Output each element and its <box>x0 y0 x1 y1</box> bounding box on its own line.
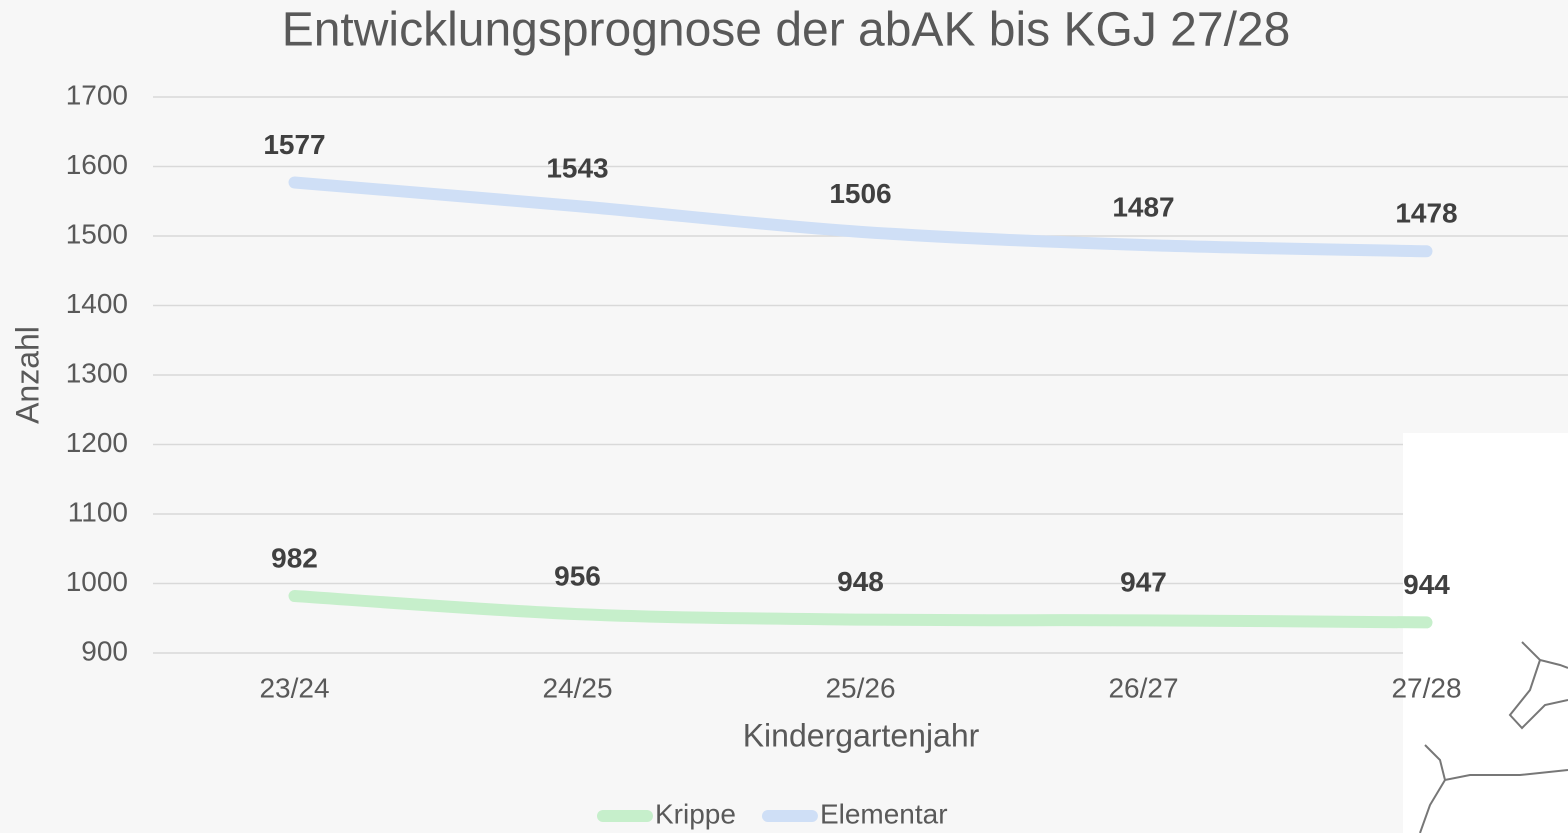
data-label: 1506 <box>829 178 891 209</box>
x-tick-label: 23/24 <box>259 672 329 703</box>
y-tick-label: 1400 <box>66 288 128 319</box>
data-label: 1577 <box>263 129 325 160</box>
x-tick-label: 25/26 <box>825 672 895 703</box>
y-tick-label: 1500 <box>66 218 128 249</box>
data-label: 947 <box>1120 567 1167 598</box>
chart-title: Entwicklungsprognose der abAK bis KGJ 27… <box>282 4 1291 57</box>
data-label: 1543 <box>546 153 608 184</box>
y-tick-label: 1600 <box>66 149 128 180</box>
data-label: 948 <box>837 566 884 597</box>
x-tick-label: 24/25 <box>542 672 612 703</box>
x-axis-label: Kindergartenjahr <box>743 717 980 753</box>
data-label: 944 <box>1403 569 1450 600</box>
legend-label: Krippe <box>655 798 736 829</box>
x-tick-label: 27/28 <box>1391 672 1461 703</box>
data-label: 1478 <box>1395 198 1457 229</box>
y-tick-label: 900 <box>81 635 128 666</box>
y-tick-label: 1700 <box>66 79 128 110</box>
data-label: 982 <box>271 542 318 573</box>
y-tick-label: 1000 <box>66 566 128 597</box>
x-tick-label: 26/27 <box>1108 672 1178 703</box>
data-label: 1487 <box>1112 191 1174 222</box>
y-axis-label: Anzahl <box>9 326 45 424</box>
legend-label: Elementar <box>820 798 948 829</box>
chart: Entwicklungsprognose der abAK bis KGJ 27… <box>0 0 1568 833</box>
background <box>0 0 1568 833</box>
y-tick-label: 1100 <box>68 496 128 527</box>
y-tick-label: 1300 <box>66 357 128 388</box>
data-label: 956 <box>554 560 601 591</box>
y-tick-label: 1200 <box>66 427 128 458</box>
